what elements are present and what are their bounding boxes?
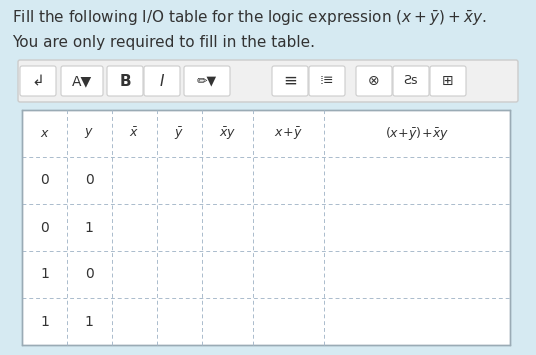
Text: $x\!+\!\bar{y}$: $x\!+\!\bar{y}$ <box>274 125 302 142</box>
Text: ↲: ↲ <box>32 73 44 88</box>
Text: 0: 0 <box>85 174 94 187</box>
Text: ✏▼: ✏▼ <box>197 75 217 87</box>
Text: Ƨs: Ƨs <box>404 75 418 87</box>
Text: $\bar{x}y$: $\bar{x}y$ <box>219 125 236 142</box>
FancyBboxPatch shape <box>184 66 230 96</box>
FancyBboxPatch shape <box>393 66 429 96</box>
Text: 0: 0 <box>40 174 49 187</box>
Text: 1: 1 <box>85 220 94 235</box>
Text: ⊗: ⊗ <box>368 74 380 88</box>
FancyBboxPatch shape <box>144 66 180 96</box>
Bar <box>22 110 510 345</box>
Text: B: B <box>119 73 131 88</box>
FancyBboxPatch shape <box>107 66 143 96</box>
Text: You are only required to fill in the table.: You are only required to fill in the tab… <box>12 34 315 49</box>
FancyBboxPatch shape <box>309 66 345 96</box>
Text: A▼: A▼ <box>72 74 92 88</box>
Text: $x$: $x$ <box>40 127 49 140</box>
FancyBboxPatch shape <box>20 66 56 96</box>
Text: I: I <box>160 73 164 88</box>
Text: ≡: ≡ <box>283 72 297 90</box>
FancyBboxPatch shape <box>61 66 103 96</box>
Text: ⊞: ⊞ <box>442 74 454 88</box>
FancyBboxPatch shape <box>430 66 466 96</box>
Text: $\bar{x}$: $\bar{x}$ <box>129 127 139 140</box>
Text: 1: 1 <box>40 315 49 328</box>
FancyBboxPatch shape <box>272 66 308 96</box>
Text: 0: 0 <box>40 220 49 235</box>
Text: ⁞≡: ⁞≡ <box>320 75 334 87</box>
FancyBboxPatch shape <box>18 60 518 102</box>
Text: $y$: $y$ <box>85 126 94 141</box>
Text: 1: 1 <box>85 315 94 328</box>
FancyBboxPatch shape <box>356 66 392 96</box>
Text: $(x\!+\!\bar{y})\!+\!\bar{x}y$: $(x\!+\!\bar{y})\!+\!\bar{x}y$ <box>385 125 449 142</box>
Text: 0: 0 <box>85 268 94 282</box>
Text: Fill the following I/O table for the logic expression $(x + \bar{y}) + \bar{x}y$: Fill the following I/O table for the log… <box>12 9 486 28</box>
Text: $\bar{y}$: $\bar{y}$ <box>174 125 184 142</box>
Text: 1: 1 <box>40 268 49 282</box>
